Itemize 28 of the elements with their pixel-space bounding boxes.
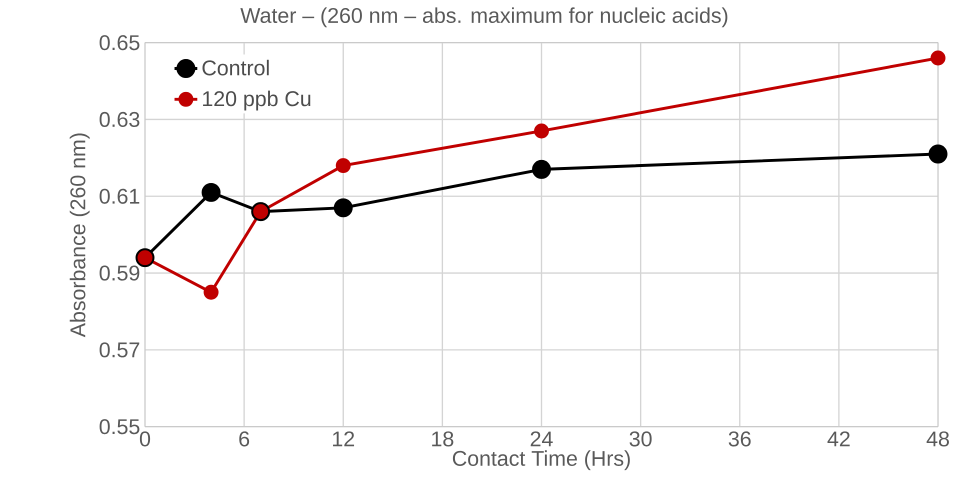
chart-title: Water – (260 nm – abs. maximum for nucleic acids) xyxy=(240,7,728,28)
y-tick-label: 0.63 xyxy=(100,112,140,128)
x-tick-label: 36 xyxy=(728,431,751,446)
legend-label: Control xyxy=(202,60,269,76)
legend-label: 120 ppb Cu xyxy=(203,90,310,110)
x-axis-title: Contact Time (Hrs) xyxy=(452,450,630,470)
y-tick-label: 0.61 xyxy=(100,188,140,204)
x-tick-label: 18 xyxy=(432,431,454,446)
point xyxy=(204,284,219,300)
x-tick-label: 0 xyxy=(140,431,150,446)
y-tick-label: 0.59 xyxy=(100,266,140,281)
point xyxy=(928,144,948,164)
y-tick-label: 0.57 xyxy=(100,342,140,358)
y-axis-title: Absorbance (260 nm) xyxy=(70,133,90,338)
point xyxy=(930,50,946,66)
point xyxy=(334,198,353,218)
x-tick-label: 30 xyxy=(630,431,652,446)
x-tick-label: 12 xyxy=(333,431,354,446)
point xyxy=(532,160,551,179)
point xyxy=(534,124,549,138)
y-tick-label: 0.65 xyxy=(100,35,140,50)
x-tick-label: 24 xyxy=(530,431,553,446)
y-tick-label: 0.55 xyxy=(100,419,140,434)
x-tick-label: 48 xyxy=(926,431,949,446)
point xyxy=(202,182,221,202)
x-tick-label: 6 xyxy=(239,431,250,446)
x-tick-label: 42 xyxy=(828,431,850,446)
point xyxy=(336,158,351,174)
